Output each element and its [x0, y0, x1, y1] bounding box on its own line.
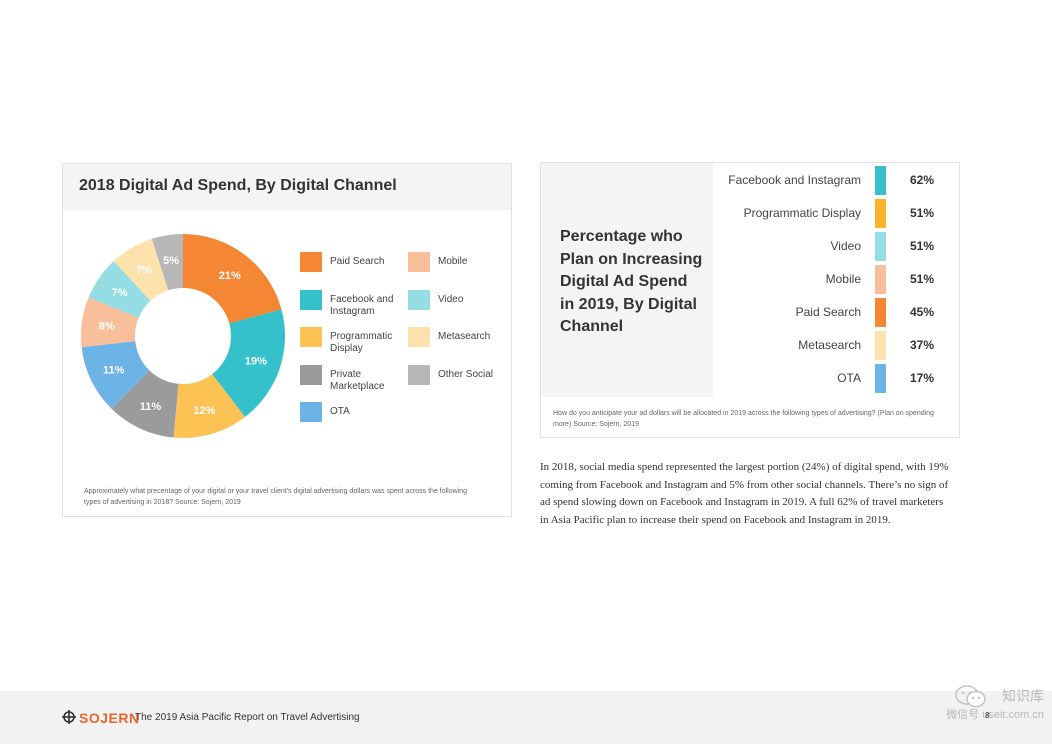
page-footer: SOJERN The 2019 Asia Pacific Report on T… [0, 691, 1052, 744]
donut-slice-mobile [80, 297, 139, 348]
bar-row-paid-search: Paid Search 45% [713, 295, 959, 328]
bar-metasearch [875, 331, 886, 360]
donut-slice-label-video: 7% [112, 287, 128, 299]
bar-value-label: 51% [910, 206, 935, 220]
bar-label: Metasearch [798, 338, 861, 352]
donut-slice-label-private-marketplace: 11% [140, 401, 162, 413]
legend-swatch [408, 289, 430, 310]
bar-chart-card: Percentage who Plan on Increasing Digita… [540, 162, 960, 438]
bar-label: OTA [837, 371, 861, 385]
legend-label: Programmatic Display [330, 331, 393, 354]
bar-ota [875, 364, 886, 393]
donut-slice-paid-search [183, 234, 282, 324]
bar-video [875, 232, 886, 261]
legend-swatch [408, 327, 430, 347]
legend-item-mobile: Mobile [408, 252, 508, 272]
legend-swatch [300, 364, 322, 385]
legend-item-paid-search: Paid Search [300, 252, 400, 272]
bar-value-label: 62% [910, 173, 935, 187]
bar-paid-search [875, 298, 886, 327]
watermark-title: 知识库 [1002, 688, 1044, 704]
bar-label: Programmatic Display [743, 206, 861, 220]
bar-value-label: 45% [910, 305, 935, 319]
bar-row-video: Video 51% [713, 229, 959, 262]
legend-swatch [300, 289, 322, 310]
bar-row-metasearch: Metasearch 37% [713, 328, 959, 361]
donut-chart-card: 2018 Digital Ad Spend, By Digital Channe… [62, 163, 512, 517]
legend-label: Paid Search [330, 256, 385, 267]
bar-row-programmatic-display: Programmatic Display 51% [713, 196, 959, 229]
donut-slice-label-other-social: 5% [163, 255, 179, 267]
page-number: 8 [985, 711, 990, 720]
watermark: 知识库 微信号 useit.com.cn [946, 686, 1044, 722]
legend-label: Other Social [438, 368, 494, 380]
bar-value-label: 17% [910, 371, 935, 385]
bar-value-label: 51% [910, 272, 935, 286]
wechat-icon [955, 685, 986, 708]
bar-label: Paid Search [795, 305, 861, 319]
donut-chart: 21% 19% 12% 11% 11% 8% 7% 7% 5% [80, 234, 285, 438]
legend-item-other-social: Other Social [408, 364, 508, 385]
legend-item-ota: OTA [300, 402, 400, 422]
legend-swatch [408, 364, 430, 385]
body-paragraph: In 2018, social media spend represented … [540, 461, 949, 526]
legend-item-video: Video [408, 289, 508, 310]
donut-slice-label-paid-search: 21% [219, 270, 241, 282]
legend-label: Facebook and Instagram [330, 293, 394, 317]
donut-slice-facebook-and-instagram [212, 309, 285, 418]
legend-label: Video [438, 293, 464, 305]
sojern-logo-icon [62, 710, 76, 724]
legend-swatch [300, 402, 322, 422]
bar-label: Mobile [825, 272, 861, 286]
legend-swatch [300, 252, 322, 272]
bar-facebook-and-instagram [875, 166, 886, 195]
donut-slice-label-mobile: 8% [99, 320, 115, 332]
footer-report-title: The 2019 Asia Pacific Report on Travel A… [135, 712, 360, 723]
donut-source-note: Approximately what precentage of your di… [84, 488, 468, 506]
legend-label: Mobile [438, 256, 468, 267]
legend-item-private-marketplace: Private Marketplace [300, 364, 400, 393]
bar-row-ota: OTA 17% [713, 361, 959, 394]
watermark-account: 微信号 useit.com.cn [946, 709, 1044, 721]
donut-slice-label-programmatic-display: 12% [193, 405, 215, 417]
donut-chart-title: 2018 Digital Ad Spend, By Digital Channe… [79, 177, 397, 194]
bar-label: Facebook and Instagram [728, 173, 861, 187]
bar-row-mobile: Mobile 51% [713, 262, 959, 295]
legend-label: Private Marketplace [330, 368, 385, 392]
bar-source-note: How do you anticipate your ad dollars wi… [553, 410, 934, 428]
legend-item-facebook-and-instagram: Facebook and Instagram [300, 289, 400, 318]
footer-brand: SOJERN [79, 710, 140, 726]
donut-slice-label-ota: 11% [103, 365, 125, 377]
donut-chart-header: 2018 Digital Ad Spend, By Digital Channe… [63, 164, 511, 210]
bar-label: Video [830, 239, 861, 253]
bar-mobile [875, 265, 886, 294]
bar-value-label: 51% [910, 239, 935, 253]
donut-slice-label-facebook-and-instagram: 19% [245, 356, 267, 368]
donut-slice-programmatic-display [173, 374, 245, 438]
bar-value-label: 37% [910, 338, 935, 352]
bar-programmatic-display [875, 199, 886, 228]
donut-slice-metasearch [113, 238, 169, 301]
donut-slice-label-metasearch: 7% [136, 265, 152, 277]
donut-slice-other-social [151, 234, 183, 291]
legend-swatch [408, 252, 430, 272]
bar-row-facebook-and-instagram: Facebook and Instagram 62% [713, 163, 959, 196]
donut-slice-video [88, 261, 151, 318]
bar-chart-title: Percentage who Plan on Increasing Digita… [560, 228, 703, 335]
donut-slice-private-marketplace [111, 370, 179, 438]
legend-item-programmatic-display: Programmatic Display [300, 327, 400, 355]
legend-swatch [300, 327, 322, 347]
legend-label: Metasearch [438, 331, 491, 342]
legend-item-metasearch: Metasearch [408, 327, 508, 347]
bar-chart-side-panel: Percentage who Plan on Increasing Digita… [541, 163, 713, 397]
donut-slice-ota [81, 341, 150, 409]
legend-label: OTA [330, 406, 350, 417]
